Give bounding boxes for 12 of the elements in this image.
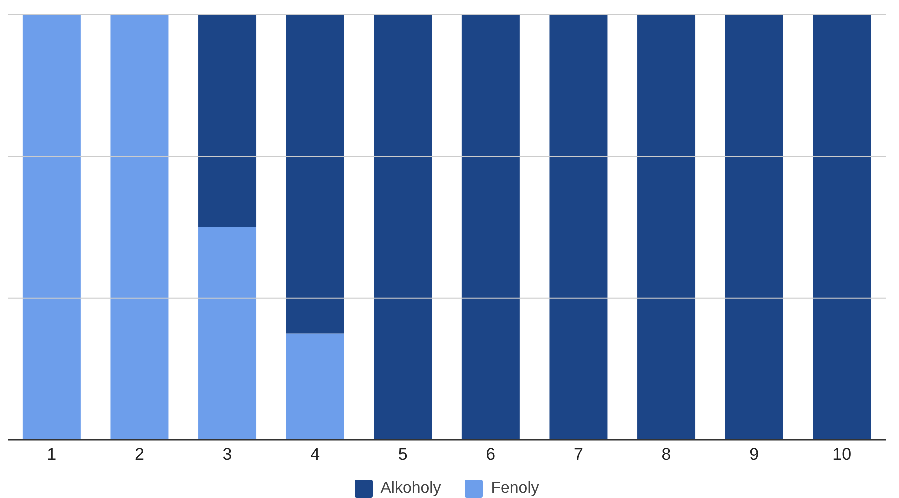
- legend-label: Fenoly: [490, 480, 540, 498]
- x-tick-label: 4: [310, 445, 320, 464]
- x-tick-label: 6: [486, 445, 496, 464]
- legend-label: Alkoholy: [380, 480, 442, 498]
- x-tick-label: 8: [662, 445, 672, 464]
- x-tick-label: 1: [47, 445, 57, 464]
- x-tick-label: 7: [574, 445, 584, 464]
- x-tick-label: 2: [134, 445, 144, 464]
- x-tick-label: 10: [832, 445, 852, 464]
- x-tick-label: 9: [750, 445, 760, 464]
- x-tick-label: 5: [398, 445, 408, 464]
- x-tick-label: 3: [222, 445, 232, 464]
